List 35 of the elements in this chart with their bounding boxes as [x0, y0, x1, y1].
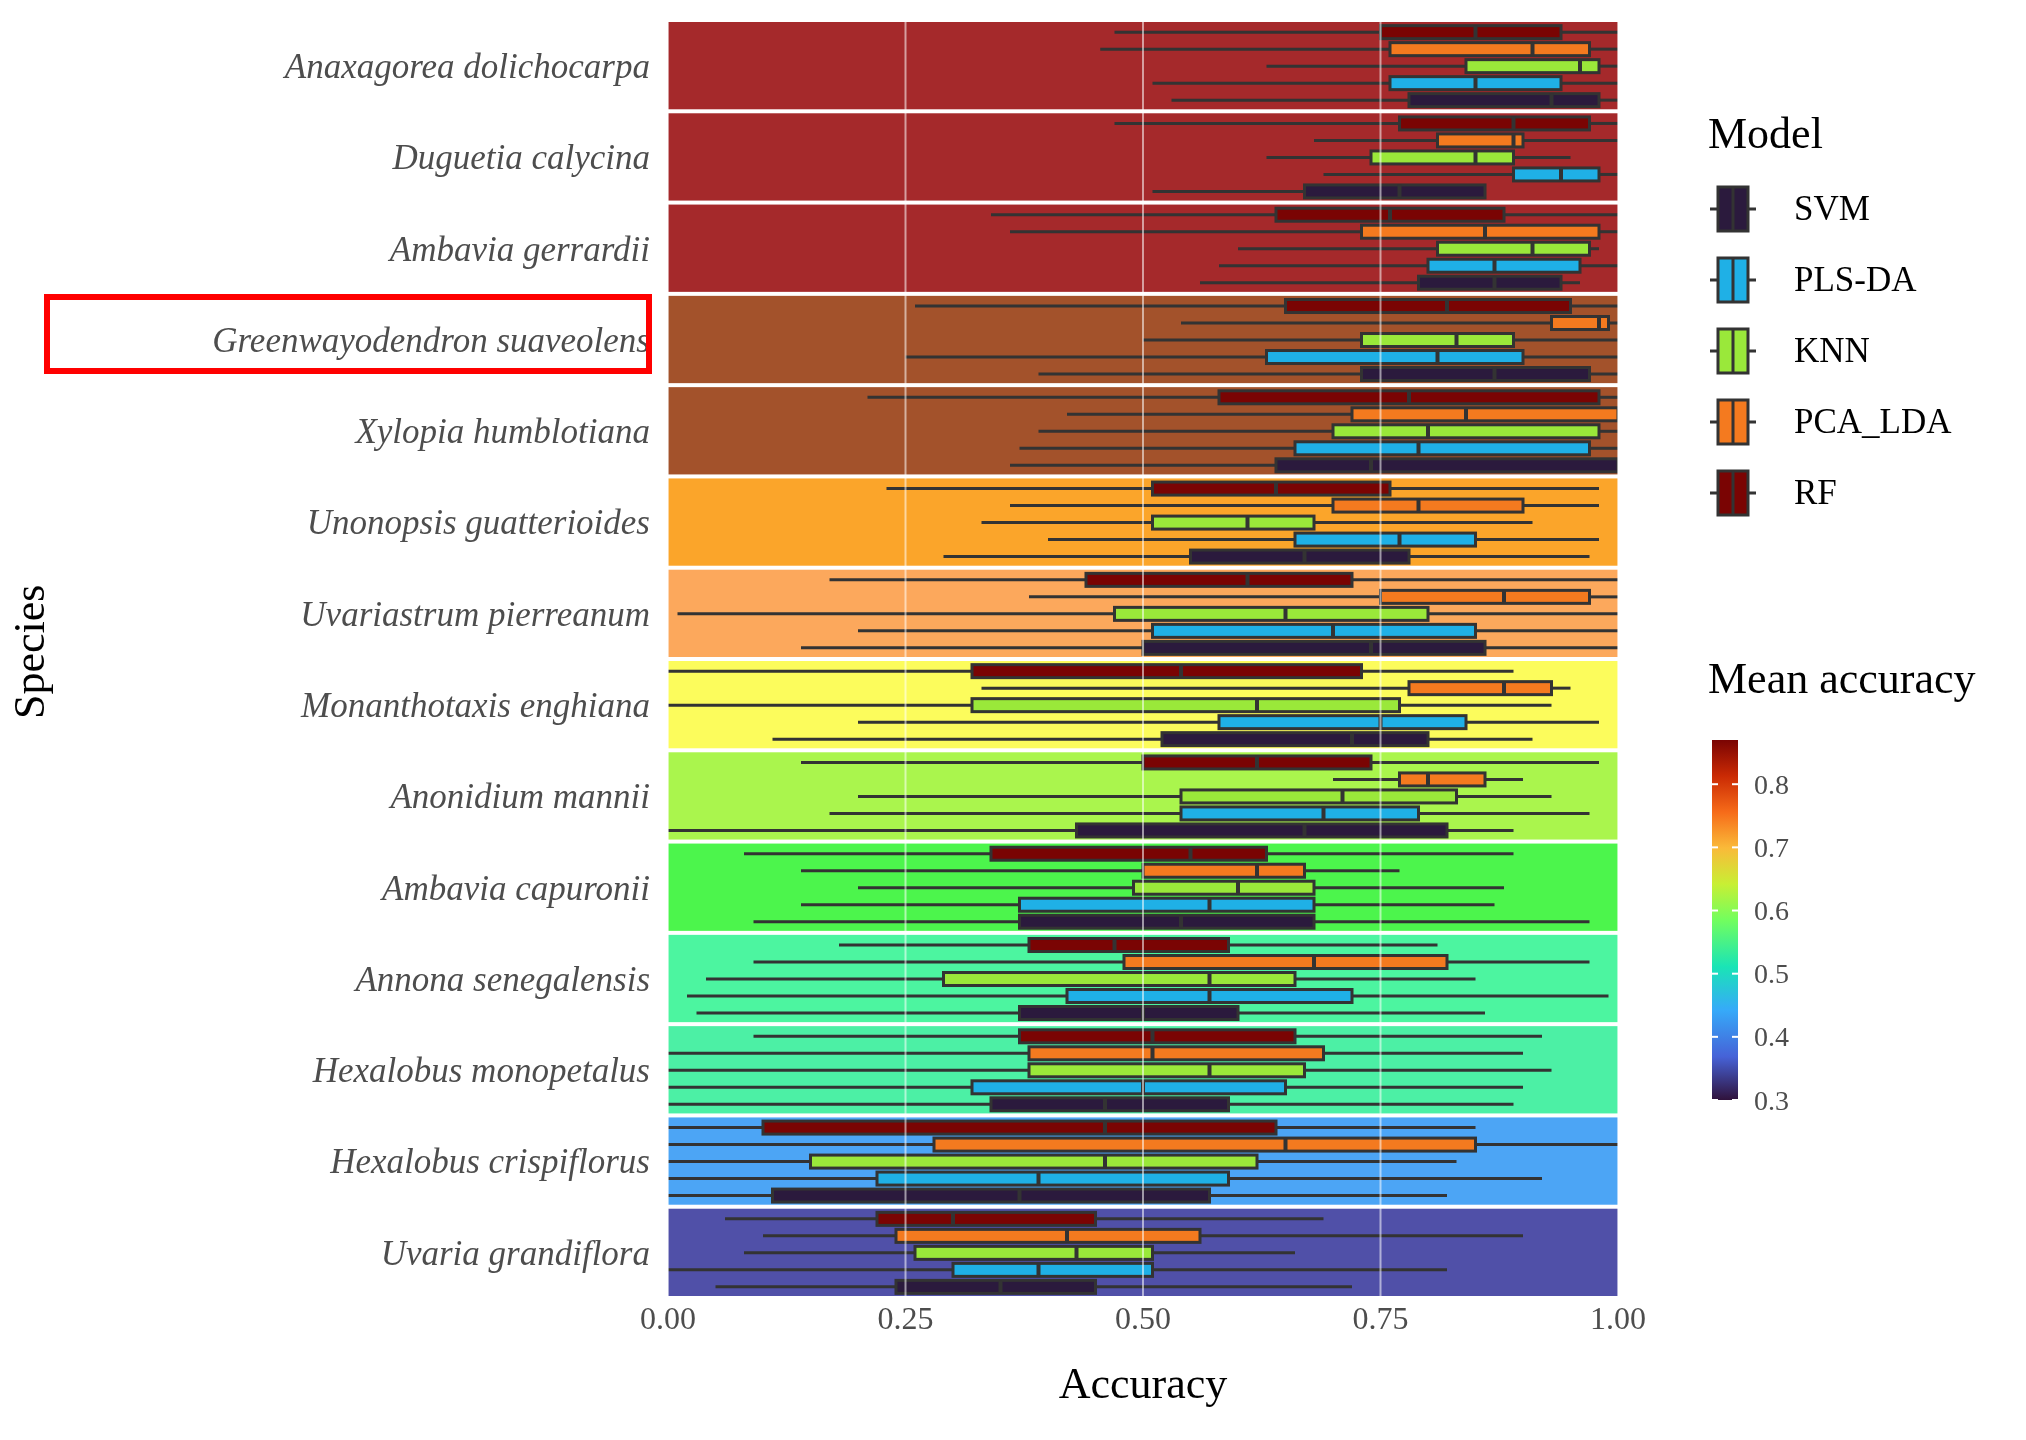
- color-bar-label: 0.8: [1754, 768, 1789, 800]
- color-bar-title: Mean accuracy: [1708, 653, 1976, 704]
- y-tick-label: Unonopsis guatterioides: [306, 503, 650, 543]
- y-tick-label: Annona senegalensis: [353, 959, 650, 999]
- legend-label: KNN: [1794, 330, 1870, 371]
- legend-label: PCA_LDA: [1794, 401, 1952, 442]
- y-tick-label: Monanthotaxis enghiana: [300, 686, 650, 726]
- y-tick-label: Uvariastrum pierreanum: [300, 594, 650, 634]
- color-bar-label: 0.5: [1754, 958, 1789, 990]
- legend-label: RF: [1794, 472, 1837, 513]
- x-tick-label: 0.50: [1115, 1299, 1171, 1336]
- y-tick-label: Uvaria grandiflora: [380, 1233, 650, 1273]
- x-tick-label: 1.00: [1590, 1299, 1646, 1336]
- color-bar-label: 0.3: [1754, 1084, 1789, 1116]
- y-tick-label: Ambavia gerrardii: [387, 229, 650, 269]
- color-bar-label: 0.7: [1754, 831, 1789, 863]
- x-tick-label: 0.75: [1352, 1299, 1409, 1336]
- color-bar-label: 0.6: [1754, 895, 1789, 927]
- x-tick-label: 0.25: [877, 1299, 934, 1336]
- legend-label: SVM: [1794, 188, 1870, 229]
- y-tick-label: Greenwayodendron suaveolens: [212, 320, 650, 360]
- legend-label: PLS-DA: [1794, 259, 1917, 300]
- y-tick-label: Anaxagorea dolichocarpa: [282, 47, 650, 87]
- y-axis-title: Species: [4, 584, 54, 719]
- y-tick-label: Ambavia capuronii: [380, 868, 650, 908]
- y-tick-label: Hexalobus crispiflorus: [329, 1142, 650, 1182]
- legend-title: Model: [1708, 108, 1824, 159]
- colour-scale: 0.3 0.4 0.5 0.6 0.7 0.8: [1708, 728, 1908, 1118]
- x-tick-label: 0.00: [640, 1299, 696, 1336]
- x-axis-title: Accuracy: [1058, 1359, 1228, 1408]
- color-bar-label: 0.4: [1754, 1021, 1789, 1053]
- y-tick-label: Xylopia humblotiana: [353, 412, 650, 452]
- y-tick-label: Hexalobus monopetalus: [311, 1051, 650, 1091]
- y-tick-label: Duguetia calycina: [391, 138, 650, 178]
- y-tick-label: Anonidium mannii: [388, 777, 650, 817]
